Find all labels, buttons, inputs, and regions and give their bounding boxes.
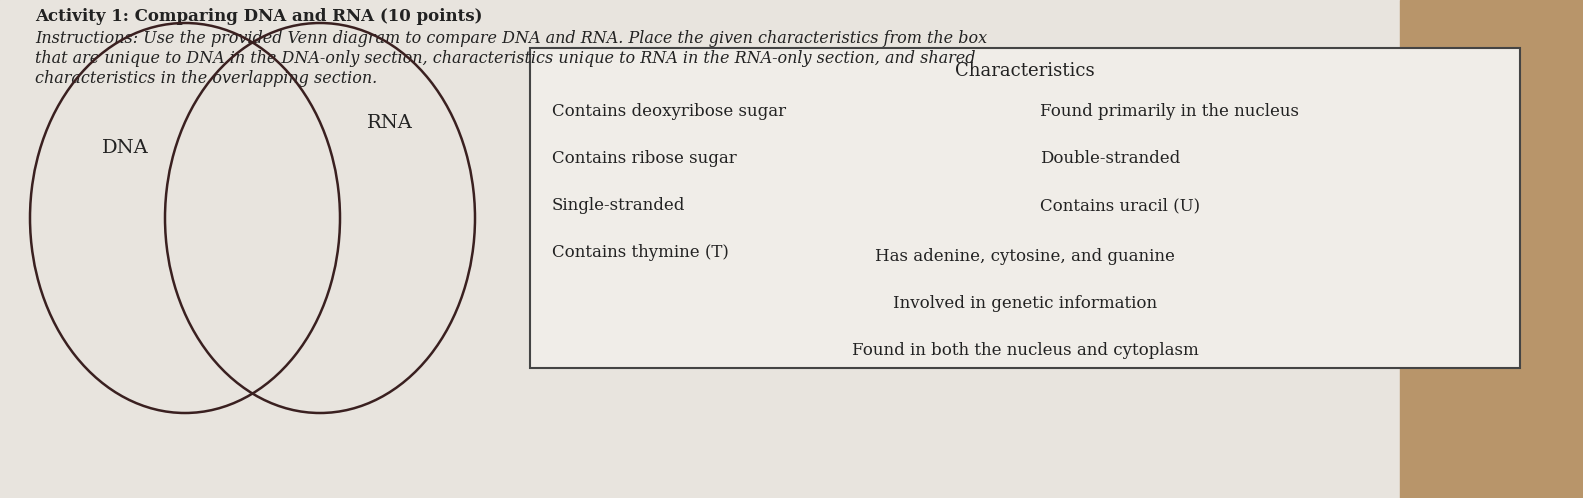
Text: Involved in genetic information: Involved in genetic information: [893, 295, 1157, 312]
Text: Contains uracil (U): Contains uracil (U): [1040, 197, 1200, 214]
Bar: [1399, 0, 1583, 498]
Text: Contains thymine (T): Contains thymine (T): [552, 244, 728, 261]
Bar: [530, 48, 1520, 368]
Text: DNA: DNA: [101, 139, 149, 157]
Text: Single-stranded: Single-stranded: [552, 197, 685, 214]
Text: Activity 1: Comparing DNA and RNA (10 points): Activity 1: Comparing DNA and RNA (10 po…: [35, 8, 483, 25]
Text: Has adenine, cytosine, and guanine: Has adenine, cytosine, and guanine: [875, 248, 1175, 265]
Text: characteristics in the overlapping section.: characteristics in the overlapping secti…: [35, 70, 377, 87]
Text: Contains ribose sugar: Contains ribose sugar: [552, 150, 736, 167]
Text: Found in both the nucleus and cytoplasm: Found in both the nucleus and cytoplasm: [852, 342, 1198, 359]
Text: RNA: RNA: [367, 114, 413, 132]
Text: Found primarily in the nucleus: Found primarily in the nucleus: [1040, 103, 1300, 120]
Text: Characteristics: Characteristics: [955, 62, 1095, 80]
Text: Contains deoxyribose sugar: Contains deoxyribose sugar: [552, 103, 787, 120]
Text: that are unique to DNA in the DNA-only section, characteristics unique to RNA in: that are unique to DNA in the DNA-only s…: [35, 50, 975, 67]
Text: Double-stranded: Double-stranded: [1040, 150, 1181, 167]
Text: Instructions: Use the provided Venn diagram to compare DNA and RNA. Place the gi: Instructions: Use the provided Venn diag…: [35, 30, 988, 47]
Bar: [0, 0, 1399, 498]
